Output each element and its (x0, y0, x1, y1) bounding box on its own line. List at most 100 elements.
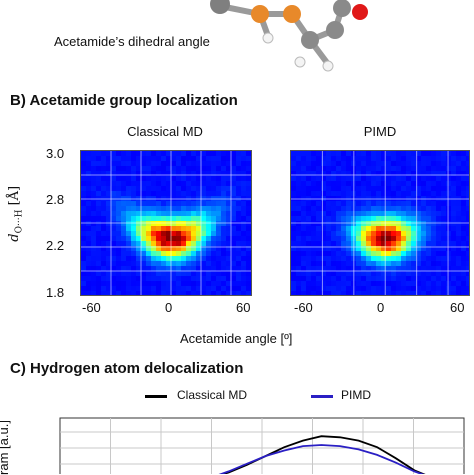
heatmap-cell (161, 271, 166, 276)
heatmap-cell (326, 226, 331, 231)
heatmap-cell (381, 206, 386, 211)
heatmap-cell (426, 281, 431, 286)
heatmap-cell (91, 236, 96, 241)
heatmap-cell (236, 171, 241, 176)
heatmap-cell (406, 236, 411, 241)
heatmap-cell (226, 261, 231, 266)
heatmap-cell (116, 156, 121, 161)
heatmap-cell (161, 201, 166, 206)
heatmap-cell (226, 201, 231, 206)
heatmap-cell (236, 161, 241, 166)
heatmap-cell (386, 281, 391, 286)
heatmap-cell (321, 251, 326, 256)
heatmap-cell (211, 201, 216, 206)
heatmap-cell (171, 176, 176, 181)
heatmap-cell (371, 151, 376, 156)
heatmap-cell (296, 176, 301, 181)
heatmap-cell (291, 291, 296, 295)
heatmap-cell (96, 161, 101, 166)
heatmap-cell (381, 236, 386, 241)
heatmap-cell (401, 201, 406, 206)
heatmap-cell (101, 161, 106, 166)
heatmap-cell (161, 251, 166, 256)
heatmap-cell (171, 246, 176, 251)
heatmap-cell (231, 206, 236, 211)
heatmap-cell (411, 236, 416, 241)
heatmap-cell (406, 261, 411, 266)
heatmap-cell (96, 246, 101, 251)
heatmap-cell (376, 176, 381, 181)
heatmap-cell (86, 186, 91, 191)
heatmap-cell (181, 161, 186, 166)
heatmap-cell (246, 286, 251, 291)
heatmap-cell (411, 156, 416, 161)
heatmap-cell (421, 176, 426, 181)
heatmap-cell (381, 266, 386, 271)
heatmap-cell (331, 261, 336, 266)
heatmap-cell (236, 206, 241, 211)
heatmap-cell (96, 206, 101, 211)
heatmap-cell (401, 261, 406, 266)
heatmap-cell (211, 206, 216, 211)
heatmap-cell (301, 266, 306, 271)
heatmap-cell (346, 236, 351, 241)
heatmap-cell (371, 226, 376, 231)
heatmap-cell (111, 206, 116, 211)
heatmap-cell (151, 166, 156, 171)
heatmap-cell (101, 281, 106, 286)
heatmap-cell (346, 181, 351, 186)
heatmap-cell (461, 201, 466, 206)
heatmap-cell (186, 191, 191, 196)
heatmap-cell (91, 166, 96, 171)
heatmap-cell (121, 261, 126, 266)
heatmap-cell (361, 231, 366, 236)
heatmap-cell (421, 271, 426, 276)
heatmap-cell (456, 211, 461, 216)
heatmap-cell (381, 181, 386, 186)
heatmap-cell (461, 286, 466, 291)
heatmap-cell (226, 266, 231, 271)
heatmap-cell (206, 151, 211, 156)
heatmap-cell (226, 286, 231, 291)
heatmap-cell (331, 216, 336, 221)
heatmap-cell (296, 266, 301, 271)
heatmap-cell (221, 191, 226, 196)
heatmap-cell (336, 166, 341, 171)
heatmap-cell (176, 246, 181, 251)
heatmap-cell (336, 216, 341, 221)
heatmap-cell (311, 281, 316, 286)
heatmap-cell (96, 156, 101, 161)
heatmap-cell (416, 261, 421, 266)
heatmap-cell (241, 291, 246, 295)
heatmap-cell (106, 271, 111, 276)
heatmap-cell (201, 291, 206, 295)
heatmap-cell (306, 211, 311, 216)
heatmap-cell (431, 241, 436, 246)
heatmap-cell (396, 226, 401, 231)
heatmap-cell (441, 266, 446, 271)
heatmap-cell (216, 171, 221, 176)
heatmap-cell (396, 186, 401, 191)
heatmap-cell (291, 236, 296, 241)
heatmap-cell (436, 231, 441, 236)
heatmap-cell (436, 276, 441, 281)
heatmap-cell (96, 286, 101, 291)
heatmap-cell (131, 206, 136, 211)
heatmap-cell (166, 236, 171, 241)
heatmap-cell (81, 171, 86, 176)
heatmap-cell (436, 286, 441, 291)
heatmap-cell (221, 156, 226, 161)
heatmap-cell (386, 161, 391, 166)
heatmap-cell (326, 201, 331, 206)
heatmap-cell (201, 161, 206, 166)
heatmap-cell (306, 281, 311, 286)
heatmap-cell (421, 151, 426, 156)
heatmap-cell (406, 251, 411, 256)
heatmap-cell (306, 286, 311, 291)
heatmap-cell (456, 201, 461, 206)
heatmap-cell (346, 261, 351, 266)
molecule-caption: Acetamide’s dihedral angle (54, 34, 210, 49)
heatmap-cell (296, 276, 301, 281)
heatmap-cell (361, 151, 366, 156)
heatmap-cell (116, 206, 121, 211)
